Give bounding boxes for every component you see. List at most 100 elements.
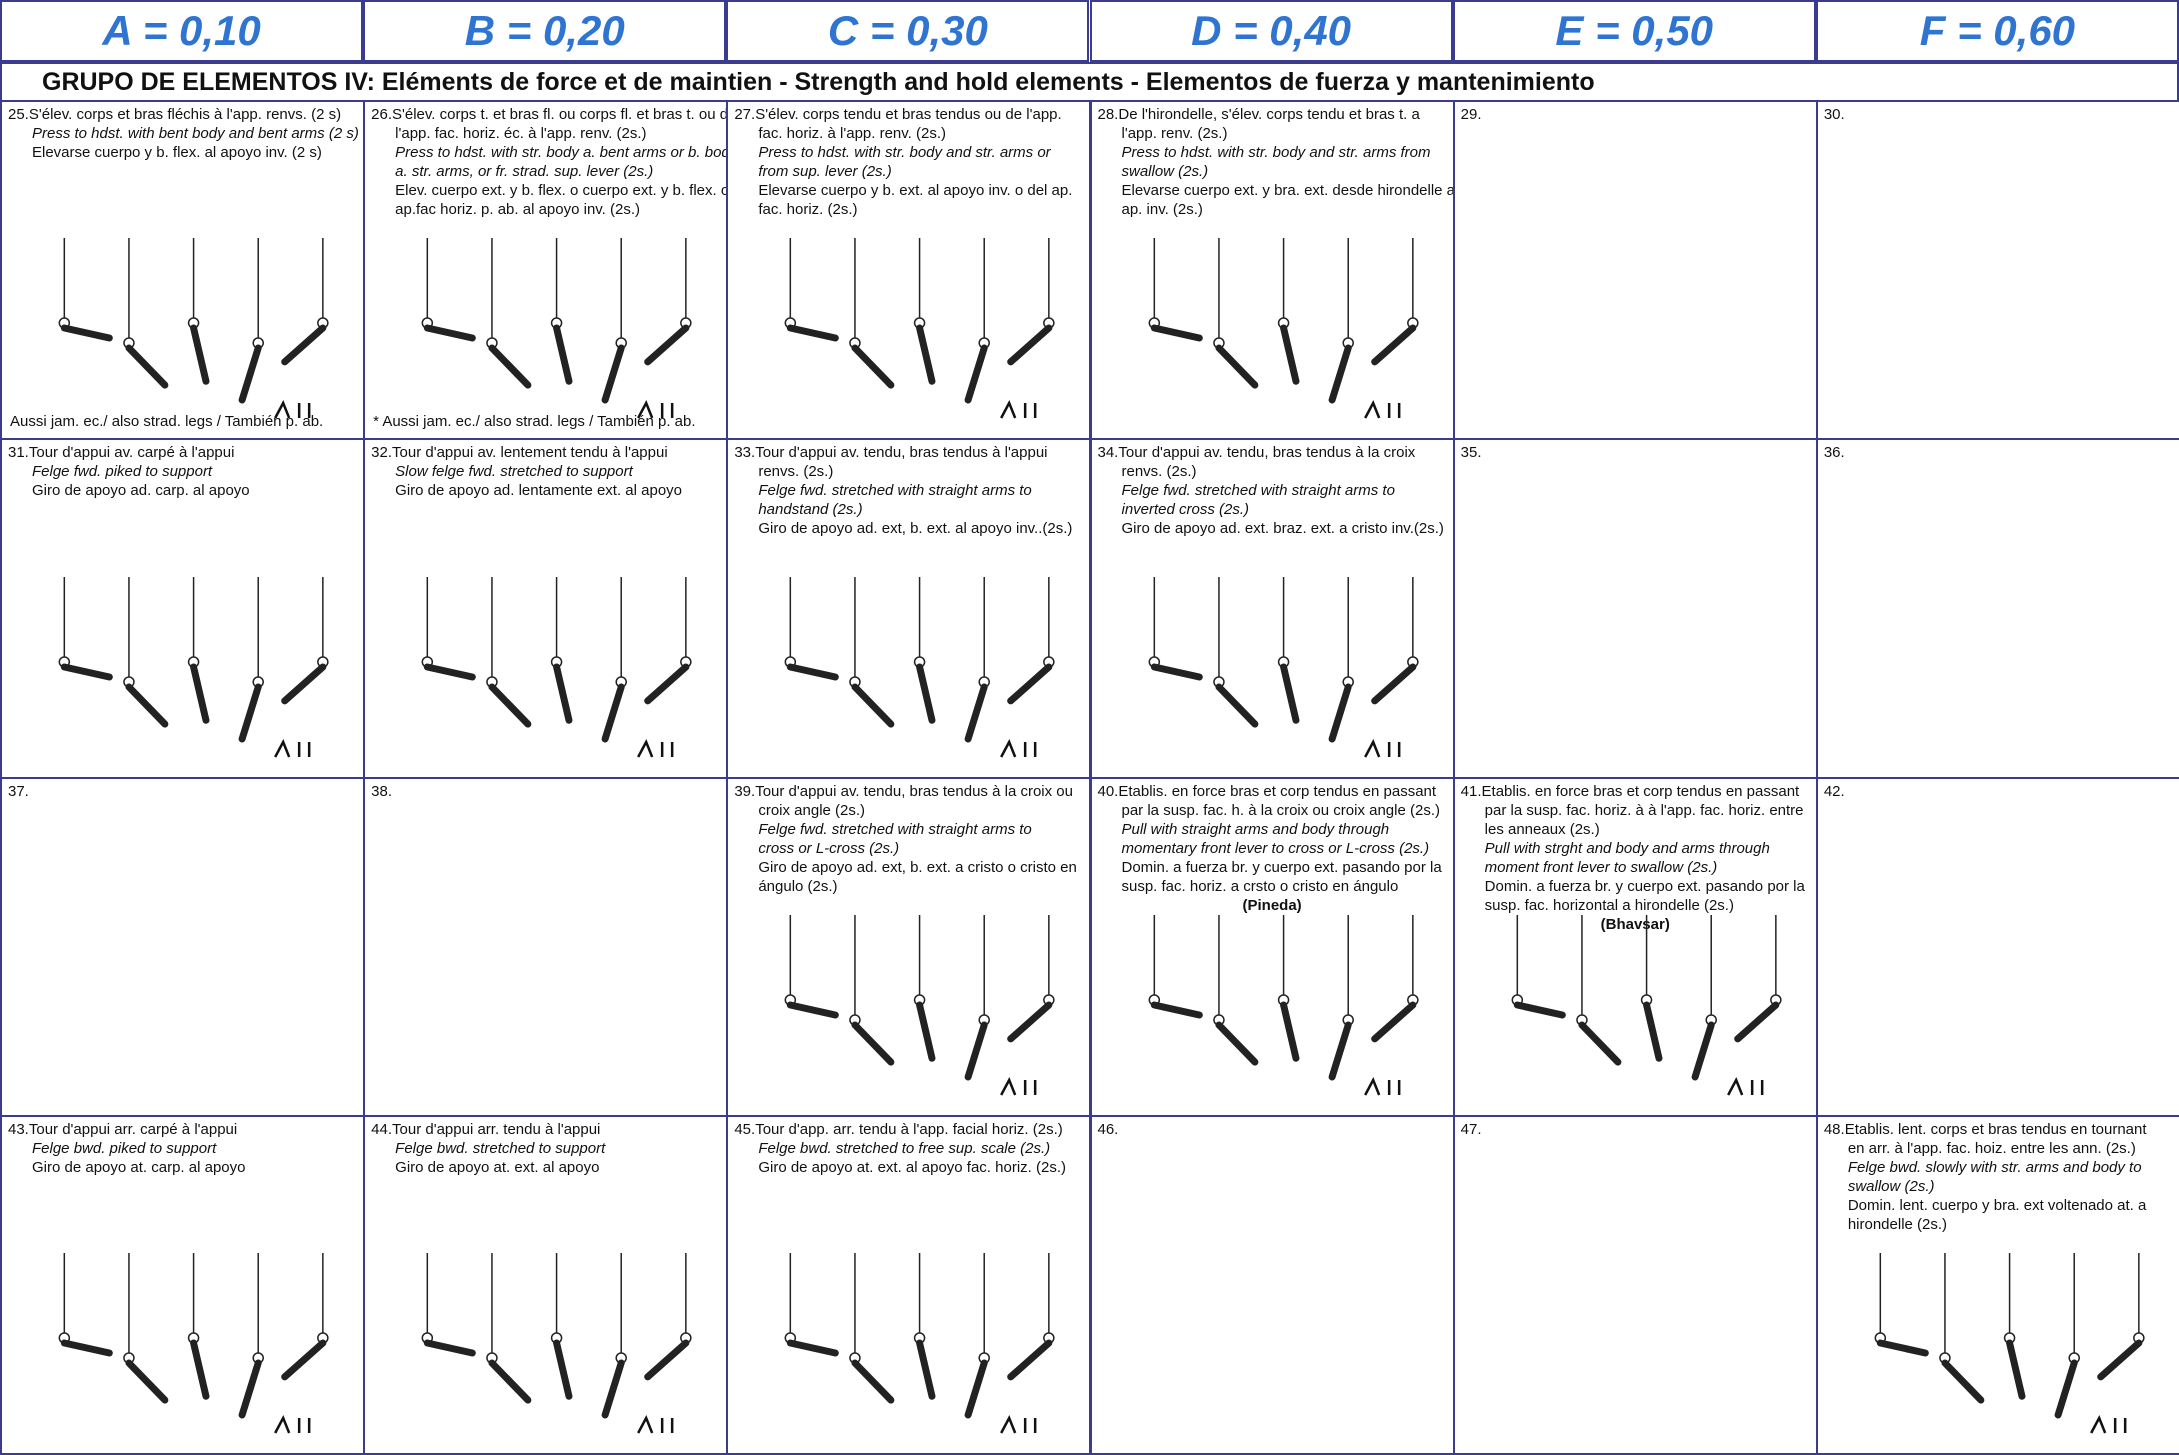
text-line: 25.S'élev. corps et bras fléchis à l'app… xyxy=(8,105,357,124)
text-fr: renvs. (2s.) xyxy=(1121,463,1197,481)
element-cell: 45.Tour d'app. arr. tendu à l'app. facia… xyxy=(726,1114,1092,1455)
element-number: 35. xyxy=(1460,444,1482,462)
figure xyxy=(1328,1021,1352,1081)
figure xyxy=(916,1001,936,1062)
text-fr: Tour d'appui av. tendu, bras tendus à l'… xyxy=(755,444,1048,462)
text-line: 38. xyxy=(371,782,720,801)
element-cell: 25.S'élev. corps et bras fléchis à l'app… xyxy=(0,100,366,441)
figure xyxy=(488,1359,532,1404)
figure xyxy=(1876,1339,1929,1357)
text-line: 39.Tour d'appui av. tendu, bras tendus à… xyxy=(734,782,1083,801)
figure xyxy=(1214,683,1258,728)
figure xyxy=(601,1359,625,1419)
figure xyxy=(553,1339,573,1400)
figure xyxy=(644,1339,690,1381)
figure xyxy=(1691,1021,1715,1081)
element-cell: 41.Etablis. en force bras et corp tendus… xyxy=(1452,776,1818,1117)
figure xyxy=(1000,738,1037,758)
element-number: 34. xyxy=(1097,444,1119,462)
element-number: 32. xyxy=(371,444,393,462)
text-line: 41.Etablis. en force bras et corp tendus… xyxy=(1461,782,1810,801)
text-en: handstand (2s.) xyxy=(758,501,863,519)
figure xyxy=(281,1339,327,1381)
illustration xyxy=(421,1253,692,1434)
figure xyxy=(1726,1076,1764,1096)
figure xyxy=(644,324,690,366)
element-cell: 26.S'élev. corps t. et bras fl. ou corps… xyxy=(363,100,729,441)
text-en: Felge fwd. piked to support xyxy=(32,463,213,481)
figure xyxy=(1000,1415,1037,1434)
figure xyxy=(1370,324,1416,366)
text-fr: Tour d'appui av. tendu, bras tendus à la… xyxy=(755,782,1073,800)
text-line: 44.Tour d'appui arr. tendu à l'appui xyxy=(371,1120,720,1139)
text-en: Felge fwd. stretched with straight arms … xyxy=(758,482,1032,500)
text-fr: renvs. (2s.) xyxy=(758,463,834,481)
element-cell: 43.Tour d'appui arr. carpé à l'appui Felg… xyxy=(0,1114,366,1455)
figure xyxy=(423,1339,476,1357)
text-es: fac. horiz. (2s.) xyxy=(758,201,858,218)
figure xyxy=(423,324,476,342)
text-en: cross or L-cross (2s.) xyxy=(758,839,900,857)
element-cell: 28.De l'hirondelle, s'élev. corps tendu … xyxy=(1089,100,1455,441)
text-en: Felge fwd. stretched with straight arms … xyxy=(1121,482,1395,500)
figure xyxy=(1941,1359,1985,1404)
text-line: 37. xyxy=(8,782,357,801)
text-es: Domin. a fuerza br. y cuerpo ext. pasand… xyxy=(1121,858,1442,876)
element-number: 28. xyxy=(1097,106,1119,123)
element-number: 33. xyxy=(734,444,756,462)
text-en: momentary front lever to cross or L-cros… xyxy=(1121,839,1430,857)
illustration xyxy=(58,1253,329,1434)
text-en: Felge fwd. stretched with straight arms … xyxy=(758,820,1032,838)
text-fr: Tour d'appui arr. tendu à l'appui xyxy=(392,1120,601,1138)
element-cell: 38. xyxy=(363,776,729,1117)
figure xyxy=(1733,1001,1780,1043)
text-line: 45.Tour d'app. arr. tendu à l'app. facia… xyxy=(734,1120,1083,1139)
text-es: Giro de apoyo at. ext. al apoyo fac. hor… xyxy=(758,1158,1066,1176)
figure xyxy=(787,1001,840,1019)
figure xyxy=(1328,344,1352,404)
element-number: 41. xyxy=(1460,782,1482,800)
figure xyxy=(2089,1415,2127,1434)
text-es: Giro de apoyo ad. carp. al apoyo xyxy=(32,482,250,500)
text-fr: Tour d'appui arr. carpé à l'appui xyxy=(28,1120,238,1138)
figure xyxy=(916,663,936,724)
text-en: a. str. arms, or fr. strad. sup. lever (… xyxy=(395,163,654,180)
illustration xyxy=(1148,576,1419,758)
text-fr: Tour d'app. arr. tendu à l'app. facial h… xyxy=(755,1120,1063,1138)
figure xyxy=(274,400,311,419)
illustration xyxy=(1148,914,1419,1096)
figure xyxy=(190,663,210,724)
note: * Aussi jam. ec./ also strad. legs / Tam… xyxy=(373,413,696,431)
figure xyxy=(637,1415,674,1434)
figure xyxy=(274,1415,311,1434)
text-en: Press to hdst. with str. body a. bent ar… xyxy=(395,144,729,161)
figure xyxy=(1000,1076,1037,1096)
text-line: 40.Etablis. en force bras et corp tendus… xyxy=(1098,782,1447,801)
text-line: 29. xyxy=(1461,105,1810,124)
figure xyxy=(601,683,625,743)
figure xyxy=(964,1359,989,1419)
figure xyxy=(787,663,840,680)
text-es: Giro de apoyo at. ext. al apoyo xyxy=(395,1158,600,1176)
element-cell: 47. xyxy=(1452,1114,1818,1455)
text-es: Domin. a fuerza br. y cuerpo ext. pasand… xyxy=(1484,877,1805,895)
figure xyxy=(125,1359,169,1404)
text-en: inverted cross (2s.) xyxy=(1121,501,1250,519)
element-cell: 29. xyxy=(1452,100,1818,441)
text-line: 32.Tour d'appui av. lentement tendu à l'… xyxy=(371,443,720,462)
illustration xyxy=(421,576,692,758)
element-number: 40. xyxy=(1097,782,1119,800)
text-en: swallow (2s.) xyxy=(1847,1177,1935,1195)
figure xyxy=(190,324,210,386)
figure xyxy=(1007,663,1053,704)
gymnast-name: (Bhavsar) xyxy=(1600,915,1670,933)
figure xyxy=(851,344,895,389)
element-cell: 34.Tour d'appui av. tendu, bras tendus à… xyxy=(1089,438,1455,779)
illustration xyxy=(1874,1253,2145,1434)
figure xyxy=(60,663,113,680)
text-fr: Etablis. en force bras et corp tendus en… xyxy=(1118,782,1437,800)
text-fr: croix angle (2s.) xyxy=(758,801,866,819)
text-es: Giro de apoyo ad. ext. braz. ext. a cris… xyxy=(1121,520,1444,538)
figure xyxy=(964,344,989,404)
illustration xyxy=(784,238,1055,419)
